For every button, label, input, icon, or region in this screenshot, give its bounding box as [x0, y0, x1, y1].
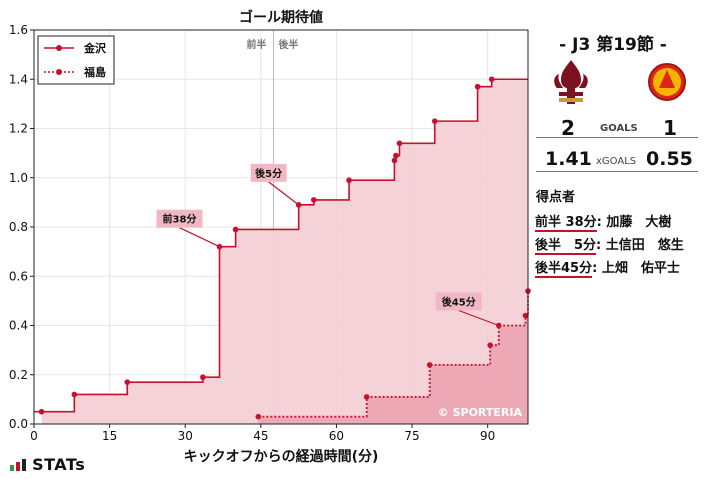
data-point [391, 157, 398, 164]
halftime-label-first: 前半 [246, 38, 266, 51]
annotation-pointer [179, 227, 220, 248]
match-panel: - J3 第19節 - 2 GOALS 1 1.41 xGOALS 0.55 得… [533, 0, 707, 479]
scorer-name: : 上畑 佑平士 [592, 261, 680, 276]
match-title: - J3 第19節 - [559, 35, 667, 55]
x-tick-label: 15 [102, 429, 117, 443]
brand-name: STATs [32, 455, 86, 474]
watermark: © SPORTERIA [438, 406, 523, 419]
away-xg: 0.55 [646, 148, 693, 170]
scorer-time: 前半 38分 [535, 215, 597, 232]
y-tick-label: 0.4 [9, 319, 28, 333]
data-point [346, 177, 352, 184]
data-point [474, 83, 481, 90]
bar-logo-icon [10, 459, 26, 471]
chart-fills [41, 79, 529, 424]
data-point [71, 391, 78, 398]
halftime-label-second: 後半 [278, 38, 298, 51]
data-point [232, 226, 239, 233]
annotation-pointer [458, 309, 499, 327]
scorer-time: 後半 5分 [535, 238, 597, 255]
x-tick-label: 75 [404, 429, 419, 443]
series-fill [258, 291, 528, 424]
home-xg: 1.41 [545, 148, 592, 170]
data-point [310, 197, 317, 203]
data-point [38, 408, 45, 415]
y-tick-label: 1.0 [9, 171, 28, 185]
data-point [495, 322, 502, 329]
annotation-label: 前38分 [163, 213, 197, 226]
data-point [255, 413, 262, 420]
legend-label: 福島 [83, 65, 106, 79]
data-point [124, 379, 131, 385]
data-point [393, 152, 399, 159]
legend-swatch-marker [56, 69, 62, 75]
x-tick-label: 90 [480, 429, 495, 443]
xgoals-label: xGOALS [596, 156, 637, 167]
scorer-time: 後半45分 [535, 261, 593, 278]
scorer-name: : 加藤 大樹 [596, 215, 672, 230]
chart-title: ゴール期待値 [239, 9, 323, 26]
stats-logo: STATs [10, 455, 85, 474]
y-tick-label: 0.0 [9, 417, 28, 431]
divider [536, 137, 698, 138]
chart-lines [34, 76, 531, 420]
y-tick-label: 0.2 [9, 368, 28, 382]
data-point [396, 140, 403, 147]
away-score: 1 [663, 116, 677, 140]
series-fill [41, 79, 529, 424]
home-score: 2 [561, 116, 575, 140]
data-point [363, 394, 370, 400]
x-tick-label: 45 [253, 429, 268, 443]
chart-axes: 0 15 30 45 60 75 90 0.0 0.2 0.4 0.6 0.8 1.0 1.2 1.4 1.6 [9, 23, 529, 443]
annotation-label: 後45分 [442, 296, 476, 309]
data-point [488, 76, 495, 83]
legend-label: 金沢 [83, 41, 107, 55]
y-tick-label: 1.4 [9, 72, 28, 86]
x-axis-label: キックオフからの経過時間(分) [184, 448, 379, 465]
x-tick-label: 0 [30, 429, 38, 443]
x-tick-label: 60 [329, 429, 344, 443]
series-line [41, 78, 528, 413]
scorer-row: 後半 5分: 土信田 悠生 [535, 234, 684, 255]
annotation-box [435, 292, 482, 311]
home-crest-icon [554, 60, 588, 104]
data-point [426, 362, 433, 368]
y-tick-label: 1.6 [9, 23, 28, 37]
goals-label: GOALS [600, 123, 638, 134]
legend-swatch-marker [56, 45, 62, 51]
scorer-row: 後半45分: 上畑 佑平士 [535, 257, 680, 278]
annotation-box [250, 163, 287, 182]
divider [536, 171, 698, 172]
y-tick-label: 0.8 [9, 220, 28, 234]
data-point [200, 374, 206, 381]
data-point [431, 118, 438, 124]
annotation-box [156, 209, 203, 228]
scorers-title: 得点者 [536, 190, 576, 205]
annotation-label: 後5分 [255, 167, 282, 180]
x-tick-label: 30 [178, 429, 193, 443]
annotation-pointer [268, 181, 300, 206]
scorer-name: : 土信田 悠生 [596, 238, 684, 253]
legend-box [37, 35, 115, 85]
y-tick-label: 0.6 [9, 269, 28, 283]
data-point [487, 342, 493, 349]
data-point [522, 312, 529, 319]
away-crest-icon [648, 63, 686, 101]
scorer-row: 前半 38分: 加藤 大樹 [535, 211, 672, 232]
y-tick-label: 1.2 [9, 122, 28, 136]
